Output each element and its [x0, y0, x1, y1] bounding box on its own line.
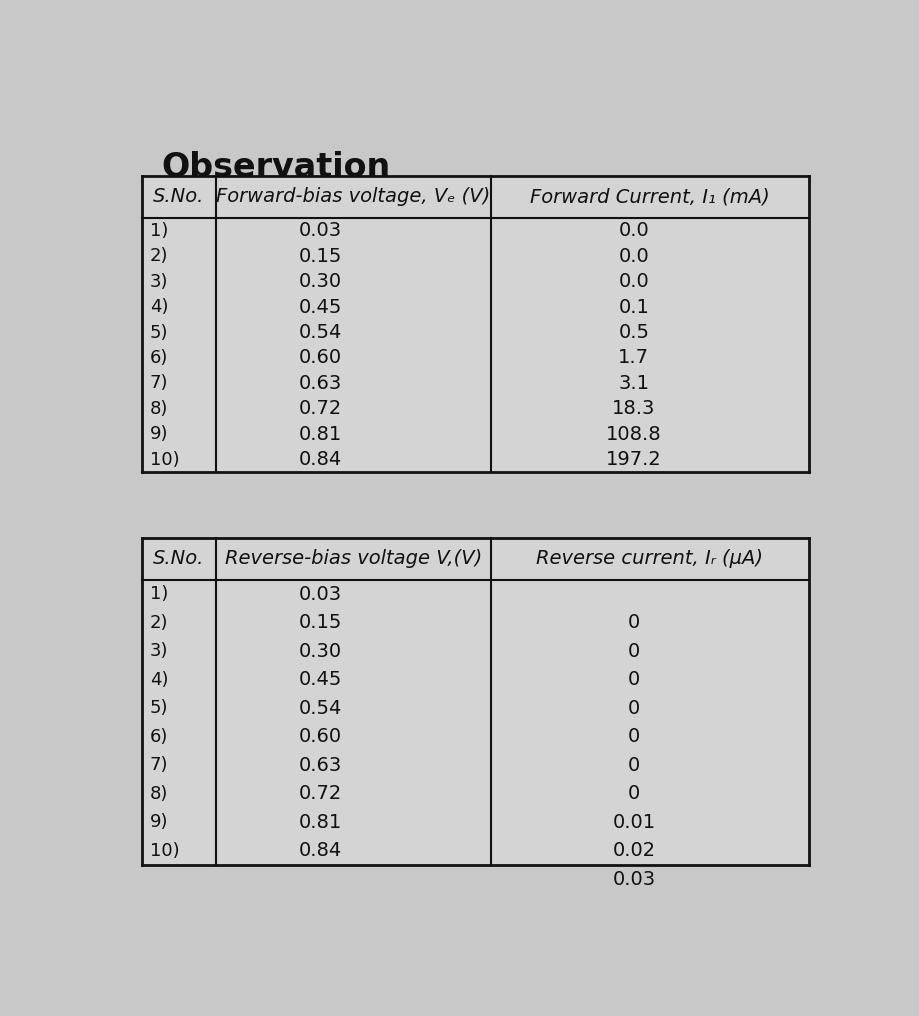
Text: 0.03: 0.03 [612, 870, 654, 889]
Text: 0.63: 0.63 [299, 756, 342, 775]
Text: 1): 1) [150, 221, 168, 240]
Text: 3): 3) [150, 272, 168, 291]
Text: 197.2: 197.2 [606, 450, 661, 469]
Text: Forward-bias voltage, Vₑ (V): Forward-bias voltage, Vₑ (V) [216, 188, 490, 206]
Text: 0.84: 0.84 [299, 841, 342, 861]
Text: 0.0: 0.0 [618, 247, 649, 266]
Text: Reverse current, Iᵣ (μA): Reverse current, Iᵣ (μA) [536, 550, 763, 568]
Text: 8): 8) [150, 399, 168, 418]
Text: 9): 9) [150, 813, 168, 831]
Text: 4): 4) [150, 298, 168, 316]
Text: 108.8: 108.8 [606, 425, 661, 444]
Text: 0: 0 [627, 614, 640, 632]
Text: 2): 2) [150, 247, 168, 265]
Bar [142, 176, 808, 472]
Text: 7): 7) [150, 756, 168, 774]
Text: 0.60: 0.60 [299, 727, 342, 747]
Text: 0.30: 0.30 [299, 272, 342, 292]
Text: 0: 0 [627, 642, 640, 660]
Text: 10): 10) [150, 450, 179, 468]
Text: 1): 1) [150, 585, 168, 604]
Text: 7): 7) [150, 374, 168, 392]
Text: 0.72: 0.72 [299, 399, 342, 419]
Text: 0.63: 0.63 [299, 374, 342, 393]
Text: 9): 9) [150, 425, 168, 443]
Text: 0.45: 0.45 [299, 298, 342, 317]
Text: 3.1: 3.1 [618, 374, 649, 393]
Text: 5): 5) [150, 323, 168, 341]
Text: 0.30: 0.30 [299, 642, 342, 660]
Text: 1.7: 1.7 [618, 348, 649, 368]
Text: 0.1: 0.1 [618, 298, 649, 317]
Text: 0: 0 [627, 727, 640, 747]
Text: Reverse-bias voltage V,(V): Reverse-bias voltage V,(V) [224, 550, 482, 568]
Text: 0.0: 0.0 [618, 272, 649, 292]
Bar [142, 537, 808, 865]
Text: 0: 0 [627, 699, 640, 717]
Text: 0.0: 0.0 [618, 221, 649, 241]
Text: 18.3: 18.3 [611, 399, 655, 419]
Text: 0.01: 0.01 [612, 813, 654, 832]
Text: 0: 0 [627, 671, 640, 689]
Text: 0.45: 0.45 [299, 671, 342, 689]
Text: 0.5: 0.5 [618, 323, 649, 342]
Text: 2): 2) [150, 614, 168, 632]
Text: 0.03: 0.03 [299, 585, 342, 604]
Text: S.No.: S.No. [153, 550, 204, 568]
Text: Forward Current, I₁ (mA): Forward Current, I₁ (mA) [529, 188, 769, 206]
Text: 5): 5) [150, 699, 168, 717]
Text: 0.81: 0.81 [299, 813, 342, 832]
Text: Observation: Observation [162, 151, 391, 184]
Text: 0.15: 0.15 [299, 247, 342, 266]
Text: 0.54: 0.54 [299, 699, 342, 717]
Text: 0.03: 0.03 [299, 221, 342, 241]
Text: 0.15: 0.15 [299, 614, 342, 632]
Text: 8): 8) [150, 784, 168, 803]
Text: 0.02: 0.02 [612, 841, 654, 861]
Text: 4): 4) [150, 671, 168, 689]
Text: 0.72: 0.72 [299, 784, 342, 804]
Text: 0.60: 0.60 [299, 348, 342, 368]
Text: 0.84: 0.84 [299, 450, 342, 469]
Text: S.No.: S.No. [153, 188, 204, 206]
Text: 0: 0 [627, 784, 640, 804]
Text: 6): 6) [150, 727, 168, 746]
Text: 10): 10) [150, 841, 179, 860]
Text: 0: 0 [627, 756, 640, 775]
Text: 3): 3) [150, 642, 168, 660]
Text: 0.81: 0.81 [299, 425, 342, 444]
Text: 6): 6) [150, 348, 168, 367]
Text: 0.54: 0.54 [299, 323, 342, 342]
